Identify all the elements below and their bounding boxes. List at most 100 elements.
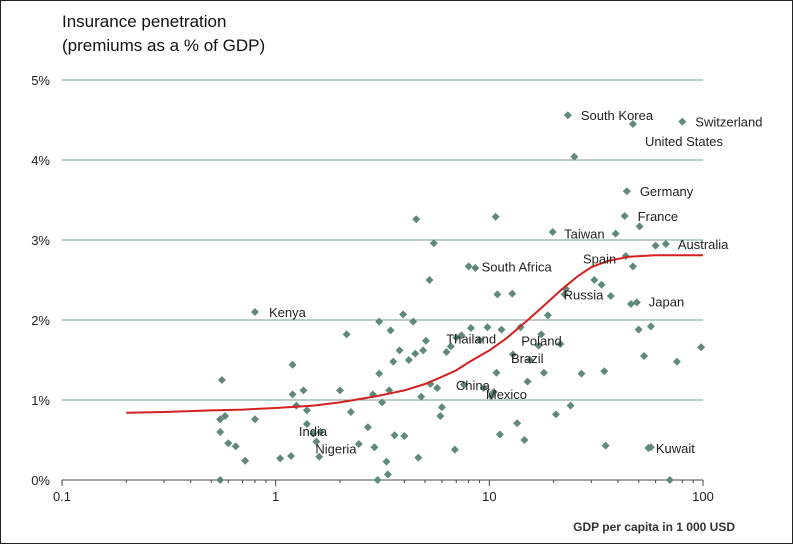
- data-point: [556, 340, 565, 348]
- data-point: [634, 325, 643, 334]
- grid-lines: [62, 79, 703, 401]
- data-point: [534, 341, 543, 350]
- data-point: [378, 398, 387, 407]
- x-axis-label: GDP per capita in 1 000 USD: [573, 520, 735, 534]
- data-point: [665, 476, 674, 484]
- point-label: Australia: [678, 237, 729, 252]
- data-point: [493, 290, 502, 299]
- y-tick-label: 1%: [31, 393, 50, 408]
- data-point-labeled: [678, 117, 687, 126]
- data-point: [386, 326, 395, 335]
- data-point: [395, 346, 404, 355]
- point-label: Germany: [640, 184, 694, 199]
- data-point: [412, 215, 421, 224]
- data-point: [217, 376, 226, 384]
- data-point: [450, 445, 459, 454]
- data-point: [520, 436, 529, 444]
- data-point: [400, 432, 409, 440]
- data-point: [315, 452, 324, 461]
- data-point: [354, 440, 363, 448]
- data-point: [635, 222, 644, 231]
- y-tick-label: 3%: [31, 233, 50, 248]
- data-point-labeled: [632, 298, 641, 307]
- data-points: [216, 111, 706, 484]
- point-label: Brazil: [511, 351, 544, 366]
- data-point: [399, 310, 408, 319]
- trend-curve-group: [126, 254, 703, 414]
- data-point: [363, 423, 372, 432]
- data-point: [497, 325, 506, 334]
- data-point: [375, 317, 384, 326]
- data-point: [250, 415, 259, 424]
- data-point: [543, 311, 552, 320]
- data-point: [437, 403, 446, 412]
- data-point: [600, 367, 609, 376]
- x-tick-label: 1: [272, 489, 279, 504]
- data-point: [421, 336, 430, 345]
- y-tick-label: 5%: [31, 73, 50, 88]
- data-point-labeled: [464, 262, 473, 271]
- data-point: [606, 292, 615, 300]
- x-tick-label: 0.1: [53, 489, 71, 504]
- data-point-labeled: [622, 187, 631, 196]
- data-point: [241, 456, 250, 465]
- data-point: [539, 368, 548, 377]
- data-point: [442, 348, 451, 356]
- data-point: [492, 368, 501, 377]
- data-point: [566, 401, 575, 410]
- data-point: [491, 212, 500, 221]
- data-point: [548, 228, 557, 236]
- data-point-labeled: [628, 120, 637, 128]
- data-point: [383, 470, 392, 479]
- data-point: [216, 415, 225, 424]
- data-point: [287, 452, 296, 460]
- data-point: [651, 241, 660, 250]
- trend-curve: [126, 254, 703, 414]
- point-label: Spain: [583, 251, 616, 266]
- y-tick-label: 0%: [31, 473, 50, 488]
- data-point: [302, 406, 311, 415]
- y-tick-label: 4%: [31, 153, 50, 168]
- data-point: [414, 453, 423, 462]
- data-point: [224, 439, 233, 448]
- data-point: [389, 357, 398, 366]
- data-point: [417, 392, 426, 401]
- point-label: Nigeria: [315, 442, 357, 457]
- data-point: [466, 324, 475, 332]
- data-point: [411, 349, 420, 358]
- data-point: [697, 343, 706, 352]
- data-point-labeled: [628, 262, 637, 271]
- data-point: [373, 476, 382, 484]
- data-point: [640, 352, 649, 360]
- data-point: [276, 454, 285, 463]
- point-label: China: [456, 378, 491, 393]
- point-label: Taiwan: [564, 227, 604, 242]
- data-point: [288, 390, 297, 399]
- chart-title: Insurance penetration: [62, 12, 227, 31]
- data-point: [382, 457, 391, 466]
- data-point-labeled: [312, 437, 321, 446]
- point-label: Poland: [521, 333, 561, 348]
- point-label: Kuwait: [656, 441, 695, 456]
- data-point: [231, 442, 240, 451]
- data-point: [299, 386, 308, 395]
- data-point: [523, 377, 532, 386]
- y-tick-labels: 0% 1% 2% 3% 4% 5%: [31, 73, 50, 488]
- x-tick-label: 10: [482, 489, 496, 504]
- data-point-labeled: [537, 330, 546, 339]
- data-point: [508, 289, 517, 298]
- data-point-labeled: [302, 420, 311, 428]
- data-point: [513, 419, 522, 428]
- axes: [61, 479, 704, 486]
- data-point-labeled: [250, 308, 259, 316]
- data-point: [370, 443, 379, 452]
- data-point-labeled: [459, 380, 468, 389]
- data-point: [419, 346, 428, 355]
- data-point: [429, 239, 438, 248]
- point-label: Switzerland: [695, 115, 762, 130]
- data-point: [495, 430, 504, 439]
- data-point: [288, 360, 297, 369]
- data-point: [425, 276, 434, 284]
- point-label: United States: [645, 134, 724, 149]
